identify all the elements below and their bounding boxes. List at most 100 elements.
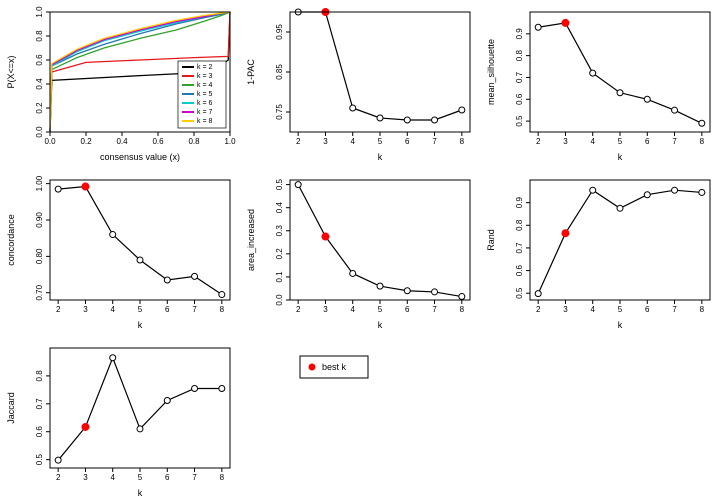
- y-axis-label: concordance: [6, 214, 16, 266]
- data-point: [699, 120, 705, 126]
- best-k-legend-label: best k: [322, 362, 347, 372]
- svg-text:0.5: 0.5: [35, 454, 44, 466]
- panel-cell: 0.00.20.40.60.81.00.00.20.40.60.81.0k = …: [0, 0, 240, 168]
- data-point: [590, 70, 596, 76]
- best-k-marker-icon: [309, 364, 316, 371]
- svg-text:8: 8: [220, 473, 225, 482]
- data-point: [164, 397, 170, 403]
- data-point: [110, 355, 116, 361]
- svg-text:0.6: 0.6: [35, 54, 44, 66]
- y-axis-label: Jaccard: [6, 392, 16, 424]
- data-point: [459, 107, 465, 113]
- svg-text:7: 7: [432, 137, 437, 146]
- svg-text:4: 4: [351, 305, 356, 314]
- svg-text:0.9: 0.9: [515, 28, 524, 40]
- svg-text:0.9: 0.9: [515, 197, 524, 209]
- svg-text:3: 3: [83, 305, 88, 314]
- best-k-point: [562, 19, 569, 26]
- svg-text:0.6: 0.6: [152, 137, 164, 146]
- svg-text:0.95: 0.95: [275, 24, 284, 40]
- data-point: [137, 257, 143, 263]
- svg-text:1.00: 1.00: [35, 175, 44, 191]
- data-point: [459, 294, 465, 300]
- svg-text:0.0: 0.0: [44, 137, 56, 146]
- svg-text:0.1: 0.1: [275, 271, 284, 283]
- data-point: [295, 182, 301, 188]
- data-point: [55, 457, 61, 463]
- data-point: [672, 187, 678, 193]
- data-point: [192, 385, 198, 391]
- svg-text:3: 3: [83, 473, 88, 482]
- panel-cell: 23456780.750.850.95k1-PAC: [240, 0, 480, 168]
- svg-text:0.5: 0.5: [515, 287, 524, 299]
- svg-text:0.4: 0.4: [35, 78, 44, 90]
- svg-text:7: 7: [672, 137, 677, 146]
- x-axis-label: k: [138, 488, 143, 498]
- svg-text:8: 8: [700, 305, 705, 314]
- svg-text:2: 2: [536, 305, 541, 314]
- svg-text:6: 6: [405, 305, 410, 314]
- svg-text:8: 8: [220, 305, 225, 314]
- svg-text:0.5: 0.5: [275, 179, 284, 191]
- svg-text:k = 8: k = 8: [197, 118, 212, 125]
- data-point: [699, 189, 705, 195]
- svg-text:0.8: 0.8: [515, 219, 524, 231]
- data-point: [377, 115, 383, 121]
- svg-text:0.7: 0.7: [515, 242, 524, 254]
- svg-text:0.2: 0.2: [35, 102, 44, 114]
- panel-cell: 23456780.50.60.70.80.9kmean_silhouette: [480, 0, 720, 168]
- svg-text:0.2: 0.2: [275, 248, 284, 260]
- svg-text:0.7: 0.7: [515, 71, 524, 83]
- svg-text:4: 4: [111, 473, 116, 482]
- svg-text:0.70: 0.70: [35, 284, 44, 300]
- svg-text:k = 6: k = 6: [197, 100, 212, 107]
- data-point: [350, 105, 356, 111]
- x-axis-label: k: [378, 320, 383, 330]
- svg-text:6: 6: [645, 137, 650, 146]
- data-point: [164, 277, 170, 283]
- svg-text:2: 2: [56, 305, 61, 314]
- x-axis-label: k: [378, 152, 383, 162]
- svg-text:8: 8: [700, 137, 705, 146]
- data-point: [644, 96, 650, 102]
- svg-text:7: 7: [672, 305, 677, 314]
- data-point: [535, 24, 541, 30]
- data-point: [535, 291, 541, 297]
- data-point: [219, 385, 225, 391]
- data-point: [219, 292, 225, 298]
- svg-text:8: 8: [460, 137, 465, 146]
- data-point: [672, 107, 678, 113]
- svg-text:k = 2: k = 2: [197, 64, 212, 71]
- data-point: [404, 288, 410, 294]
- svg-text:3: 3: [563, 305, 568, 314]
- data-point: [55, 186, 61, 192]
- svg-text:5: 5: [618, 137, 623, 146]
- svg-text:6: 6: [405, 137, 410, 146]
- svg-text:3: 3: [323, 305, 328, 314]
- svg-text:0.80: 0.80: [35, 248, 44, 264]
- y-axis-label: Rand: [486, 229, 496, 251]
- y-axis-label: area_increased: [246, 209, 256, 271]
- svg-text:4: 4: [591, 137, 596, 146]
- panel-cell: best k: [240, 336, 480, 504]
- svg-text:4: 4: [111, 305, 116, 314]
- svg-text:2: 2: [296, 305, 301, 314]
- y-axis-label: P(X<=x): [6, 55, 16, 88]
- x-axis-label: k: [618, 320, 623, 330]
- svg-text:2: 2: [296, 137, 301, 146]
- data-point: [432, 117, 438, 123]
- svg-text:k = 5: k = 5: [197, 91, 212, 98]
- panel-cell: 23456780.00.10.20.30.40.5karea_increased: [240, 168, 480, 336]
- panel-cell: 23456780.700.800.901.00kconcordance: [0, 168, 240, 336]
- svg-text:5: 5: [618, 305, 623, 314]
- data-point: [404, 117, 410, 123]
- y-axis-label: 1-PAC: [246, 59, 256, 85]
- data-point: [110, 232, 116, 238]
- svg-text:4: 4: [351, 137, 356, 146]
- svg-text:7: 7: [192, 473, 197, 482]
- svg-text:k = 3: k = 3: [197, 73, 212, 80]
- x-axis-label: consensus value (x): [100, 152, 180, 162]
- svg-text:0.0: 0.0: [35, 126, 44, 138]
- data-point: [590, 187, 596, 193]
- svg-text:5: 5: [138, 473, 143, 482]
